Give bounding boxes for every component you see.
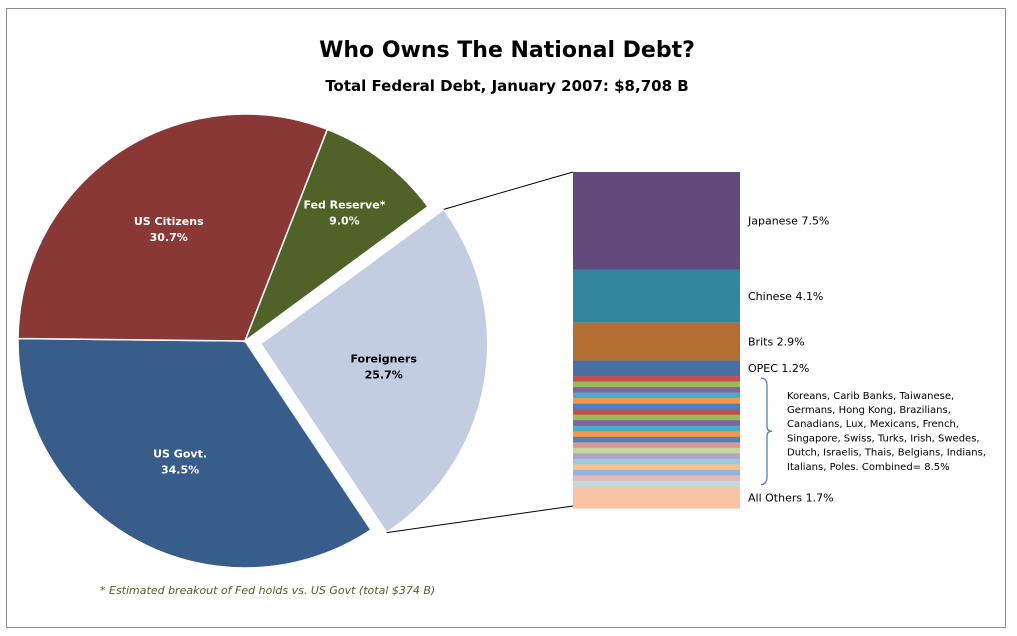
pie-value-us-govt: 34.5% bbox=[161, 464, 199, 477]
breakout-connectors bbox=[386, 171, 574, 534]
pie-chart: Foreigners 25.7% US Govt. 34.5% US Citizens 3… bbox=[17, 113, 489, 569]
footnote: * Estimated breakout of Fed holds vs. US… bbox=[100, 584, 435, 597]
bar-segment-others-1 bbox=[573, 376, 740, 382]
bracket-text-line: Germans, Hong Kong, Brazilians, bbox=[787, 405, 951, 416]
chart-frame: Who Owns The National Debt? Total Federa… bbox=[6, 8, 1006, 628]
bar-segment-others-18 bbox=[573, 469, 740, 476]
bracket-text-line: Italians, Poles. Combined= 8.5% bbox=[787, 462, 950, 473]
bar-segment-others-6 bbox=[573, 403, 740, 410]
bar-segment-others-19 bbox=[573, 475, 740, 482]
chart-canvas: Who Owns The National Debt? Total Federa… bbox=[17, 38, 986, 597]
bar-segment-others-13 bbox=[573, 442, 740, 449]
pie-slice-foreigners bbox=[259, 208, 489, 534]
bar-segment-others-4 bbox=[573, 392, 740, 399]
pie-label-us-citizens: US Citizens bbox=[134, 215, 204, 228]
chart-title: Who Owns The National Debt? bbox=[319, 38, 695, 63]
breakout-labels: Japanese 7.5% Chinese 4.1% Brits 2.9% OPEC … bbox=[747, 215, 834, 505]
bar-label-japanese: Japanese 7.5% bbox=[747, 215, 829, 228]
bar-segment-others-2 bbox=[573, 381, 740, 388]
bar-segment-others-5 bbox=[573, 398, 740, 404]
bar-segment-others-17 bbox=[573, 464, 740, 471]
pie-value-fed-reserve: 9.0% bbox=[329, 214, 360, 227]
bar-label-opec: OPEC 1.2% bbox=[748, 362, 809, 375]
pie-label-foreigners: Foreigners bbox=[350, 352, 417, 365]
bracket-text-line: Koreans, Carib Banks, Taiwanese, bbox=[787, 391, 954, 402]
bar-segment-opec bbox=[573, 360, 740, 377]
connector-top bbox=[443, 171, 574, 210]
pie-label-us-govt: US Govt. bbox=[153, 448, 207, 461]
others-bracket: Koreans, Carib Banks, Taiwanese, Germans,… bbox=[760, 377, 986, 486]
bar-segment-brits bbox=[573, 322, 740, 361]
bar-label-chinese: Chinese 4.1% bbox=[748, 290, 823, 303]
bar-segment-others-7 bbox=[573, 409, 740, 416]
bar-label-all-others: All Others 1.7% bbox=[748, 492, 834, 505]
bar-segment-all-others bbox=[573, 486, 740, 509]
bar-label-brits: Brits 2.9% bbox=[748, 336, 805, 349]
pie-value-foreigners: 25.7% bbox=[365, 368, 403, 381]
bar-segment-others-16 bbox=[573, 458, 740, 465]
bar-segment-others-9 bbox=[573, 420, 740, 427]
bracket-text-line: Canadians, Lux, Mexicans, French, bbox=[787, 419, 959, 430]
bar-segment-others-10 bbox=[573, 425, 740, 432]
bar-segment-others-14 bbox=[573, 447, 740, 454]
bar-segment-others-8 bbox=[573, 414, 740, 421]
pie-slice-fed-reserve bbox=[243, 128, 429, 344]
bracket-text-line: Singapore, Swiss, Turks, Irish, Swedes, bbox=[787, 433, 980, 444]
bar-segment-others-11 bbox=[573, 431, 740, 438]
connector-bottom bbox=[386, 505, 574, 534]
pie-value-us-citizens: 30.7% bbox=[150, 231, 188, 244]
pie-slice-us-govt bbox=[17, 337, 372, 569]
bar-segment-others-15 bbox=[573, 453, 740, 460]
breakout-stacked-bar bbox=[573, 172, 740, 509]
bar-segment-others-20 bbox=[573, 480, 740, 487]
bar-segment-others-12 bbox=[573, 436, 740, 443]
bar-segment-japanese bbox=[573, 172, 740, 270]
bracket-text-line: Dutch, Israelis, Thais, Belgians, Indian… bbox=[787, 448, 986, 459]
pie-label-fed-reserve: Fed Reserve* bbox=[303, 198, 385, 211]
bar-segment-chinese bbox=[573, 269, 740, 323]
bar-segment-others-3 bbox=[573, 387, 740, 393]
bracket-line bbox=[760, 377, 773, 486]
pie-slice-us-citizens bbox=[17, 113, 329, 342]
chart-subtitle: Total Federal Debt, January 2007: $8,708… bbox=[325, 77, 688, 95]
